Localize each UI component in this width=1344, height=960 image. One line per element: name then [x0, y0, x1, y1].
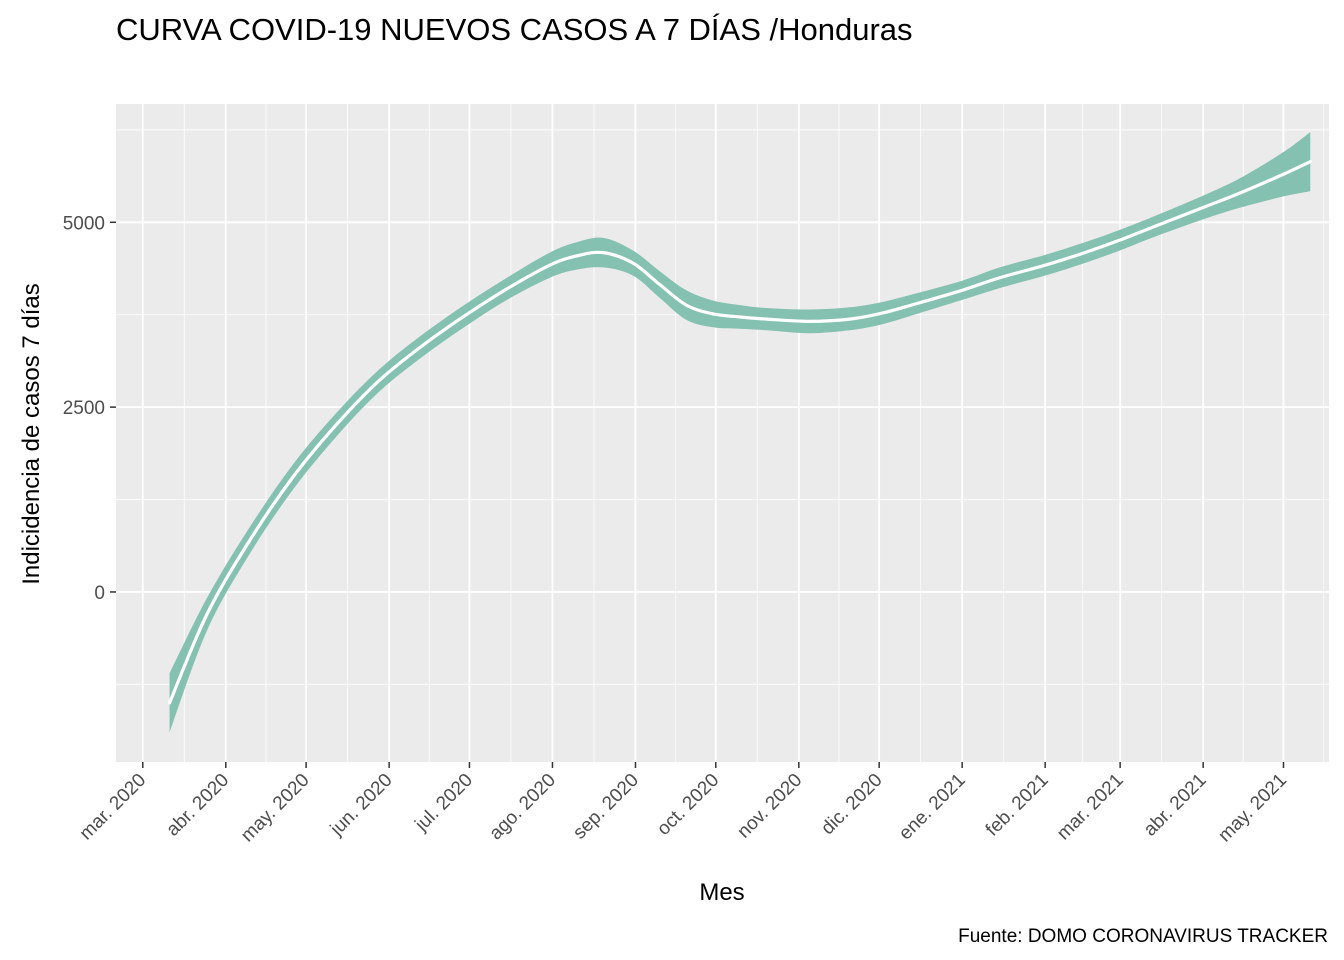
- x-tick-label: mar. 2021: [1053, 770, 1128, 845]
- x-tick-label: ene. 2021: [895, 770, 970, 845]
- plot-panel: [116, 104, 1329, 762]
- x-tick-label: may. 2020: [237, 770, 314, 847]
- chart-title: CURVA COVID-19 NUEVOS CASOS A 7 DÍAS /Ho…: [116, 12, 913, 47]
- x-axis-title: Mes: [699, 879, 744, 906]
- x-tick-label: mar. 2020: [76, 770, 151, 845]
- x-tick-label: oct. 2020: [653, 770, 723, 840]
- y-tick-label: 2500: [63, 398, 105, 419]
- x-tick-label: feb. 2021: [982, 770, 1053, 841]
- y-axis-title: Indicidencia de casos 7 días: [18, 283, 45, 585]
- series-marks: [167, 132, 1312, 733]
- y-axis: 0 2500 5000: [63, 213, 116, 604]
- x-tick-label: may. 2021: [1214, 770, 1291, 847]
- x-tick-label: dic. 2020: [817, 770, 886, 839]
- x-axis: mar. 2020 abr. 2020 may. 2020 jun. 2020 jul.…: [76, 762, 1291, 846]
- x-tick-label: sep. 2020: [569, 770, 643, 844]
- source-caption: Fuente: DOMO CORONAVIRUS TRACKER: [958, 926, 1328, 947]
- x-tick-label: abr. 2020: [162, 770, 233, 841]
- y-tick-label: 5000: [63, 213, 105, 234]
- y-tick-label: 0: [94, 583, 105, 604]
- x-tick-label: nov. 2020: [733, 770, 806, 843]
- grid-major: [116, 104, 1329, 762]
- x-tick-label: abr. 2021: [1140, 770, 1211, 841]
- x-tick-label: jul. 2020: [411, 770, 477, 836]
- trend-line: [167, 160, 1312, 705]
- x-tick-label: jun. 2020: [326, 770, 397, 841]
- x-tick-label: ago. 2020: [485, 770, 560, 845]
